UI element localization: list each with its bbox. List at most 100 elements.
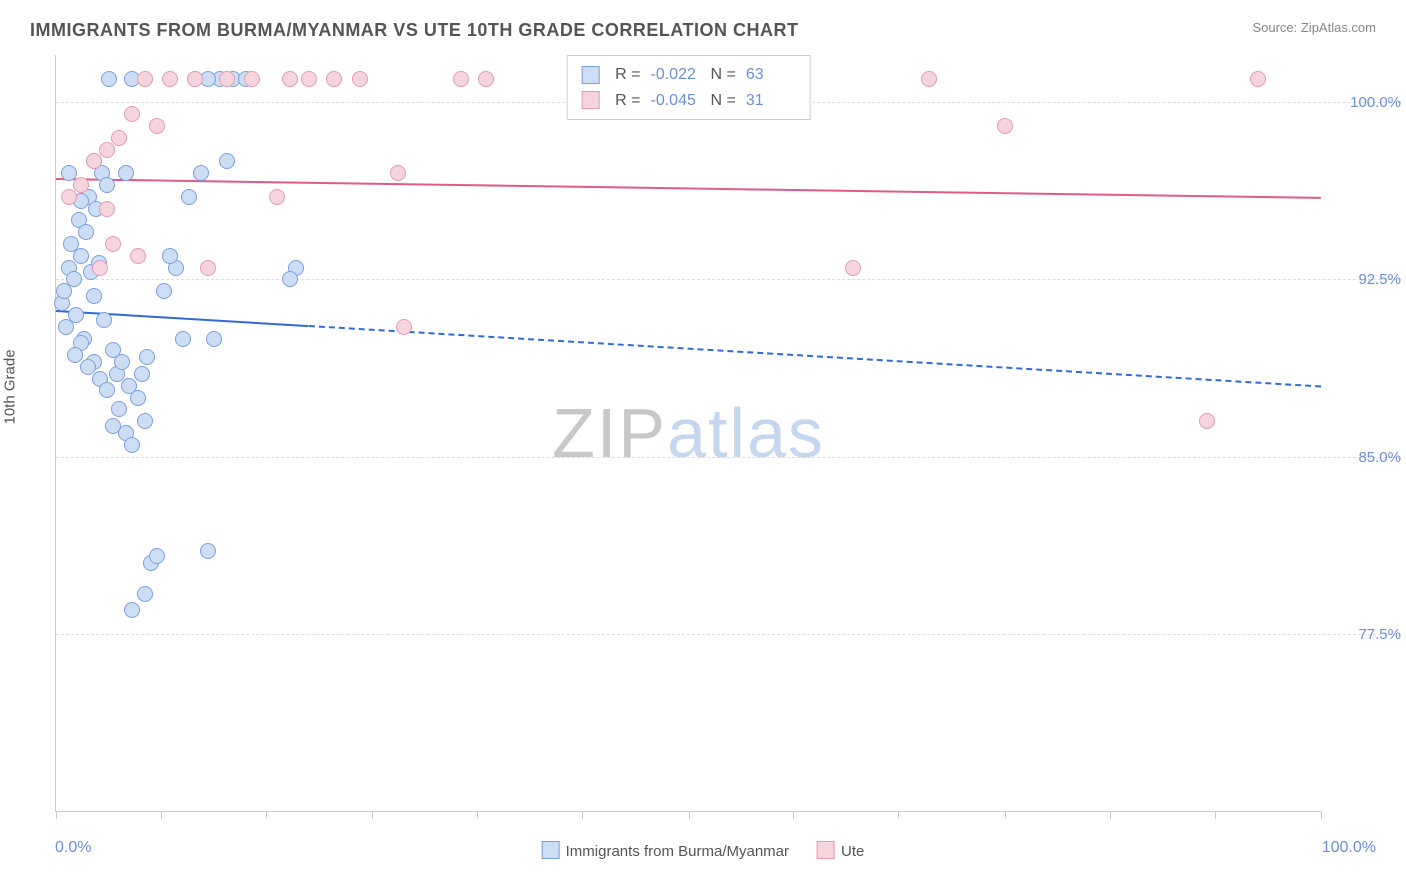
data-point (200, 543, 216, 559)
y-axis-label: 10th Grade (2, 349, 19, 424)
y-tick-label: 100.0% (1350, 94, 1401, 111)
data-point (68, 307, 84, 323)
data-point (997, 118, 1013, 134)
data-point (921, 71, 937, 87)
x-tick (477, 811, 478, 819)
data-point (66, 271, 82, 287)
data-point (845, 260, 861, 276)
series-legend: Immigrants from Burma/Myanmar Ute (542, 841, 865, 860)
data-point (219, 153, 235, 169)
data-point (78, 224, 94, 240)
data-point (1250, 71, 1266, 87)
source-link[interactable]: ZipAtlas.com (1301, 20, 1376, 35)
data-point (149, 118, 165, 134)
y-tick-label: 85.0% (1358, 449, 1401, 466)
legend-item: Ute (817, 841, 864, 860)
y-tick-label: 92.5% (1358, 271, 1401, 288)
x-tick (1005, 811, 1006, 819)
data-point (352, 71, 368, 87)
data-point (175, 331, 191, 347)
gridline: 85.0% (56, 457, 1401, 458)
data-point (453, 71, 469, 87)
trendline (56, 310, 309, 327)
x-tick (582, 811, 583, 819)
x-tick (1110, 811, 1111, 819)
data-point (99, 177, 115, 193)
data-point (390, 165, 406, 181)
gridline: 77.5% (56, 634, 1401, 635)
data-point (162, 71, 178, 87)
data-point (200, 260, 216, 276)
x-tick (266, 811, 267, 819)
data-point (124, 602, 140, 618)
data-point (86, 288, 102, 304)
data-point (181, 189, 197, 205)
data-point (134, 366, 150, 382)
data-point (114, 354, 130, 370)
data-point (124, 437, 140, 453)
data-point (73, 248, 89, 264)
x-tick (689, 811, 690, 819)
trendline (56, 178, 1321, 199)
data-point (149, 548, 165, 564)
data-point (99, 382, 115, 398)
legend-swatch (581, 66, 599, 84)
data-point (101, 71, 117, 87)
data-point (96, 312, 112, 328)
data-point (187, 71, 203, 87)
watermark: ZIPatlas (552, 393, 825, 473)
legend-row: R = -0.045N = 31 (581, 88, 796, 114)
data-point (1199, 413, 1215, 429)
data-point (130, 390, 146, 406)
x-axis-max-label: 100.0% (1322, 839, 1376, 857)
x-tick (1215, 811, 1216, 819)
x-tick (161, 811, 162, 819)
data-point (99, 201, 115, 217)
y-tick-label: 77.5% (1358, 626, 1401, 643)
data-point (396, 319, 412, 335)
x-axis-min-label: 0.0% (55, 839, 91, 857)
data-point (118, 165, 134, 181)
data-point (139, 349, 155, 365)
trendline (309, 325, 1321, 387)
x-tick (1321, 811, 1322, 819)
chart-title: IMMIGRANTS FROM BURMA/MYANMAR VS UTE 10T… (30, 20, 799, 41)
data-point (301, 71, 317, 87)
data-point (282, 271, 298, 287)
legend-swatch (542, 841, 560, 859)
data-point (162, 248, 178, 264)
data-point (111, 401, 127, 417)
correlation-legend: R = -0.022N = 63R = -0.045N = 31 (566, 55, 811, 120)
data-point (67, 347, 83, 363)
legend-item: Immigrants from Burma/Myanmar (542, 841, 789, 860)
x-tick (793, 811, 794, 819)
data-point (137, 413, 153, 429)
data-point (124, 106, 140, 122)
data-point (156, 283, 172, 299)
data-point (130, 248, 146, 264)
source-attribution: Source: ZipAtlas.com (1252, 20, 1376, 35)
legend-swatch (817, 841, 835, 859)
legend-row: R = -0.022N = 63 (581, 62, 796, 88)
x-tick (898, 811, 899, 819)
data-point (219, 71, 235, 87)
data-point (61, 189, 77, 205)
legend-swatch (581, 91, 599, 109)
data-point (99, 142, 115, 158)
x-tick (56, 811, 57, 819)
data-point (111, 130, 127, 146)
data-point (326, 71, 342, 87)
data-point (73, 177, 89, 193)
data-point (86, 153, 102, 169)
data-point (80, 359, 96, 375)
data-point (244, 71, 260, 87)
data-point (137, 71, 153, 87)
data-point (193, 165, 209, 181)
gridline: 92.5% (56, 279, 1401, 280)
scatter-plot-area: ZIPatlas R = -0.022N = 63R = -0.045N = 3… (55, 55, 1321, 812)
x-tick (372, 811, 373, 819)
data-point (105, 236, 121, 252)
data-point (105, 418, 121, 434)
data-point (478, 71, 494, 87)
data-point (282, 71, 298, 87)
